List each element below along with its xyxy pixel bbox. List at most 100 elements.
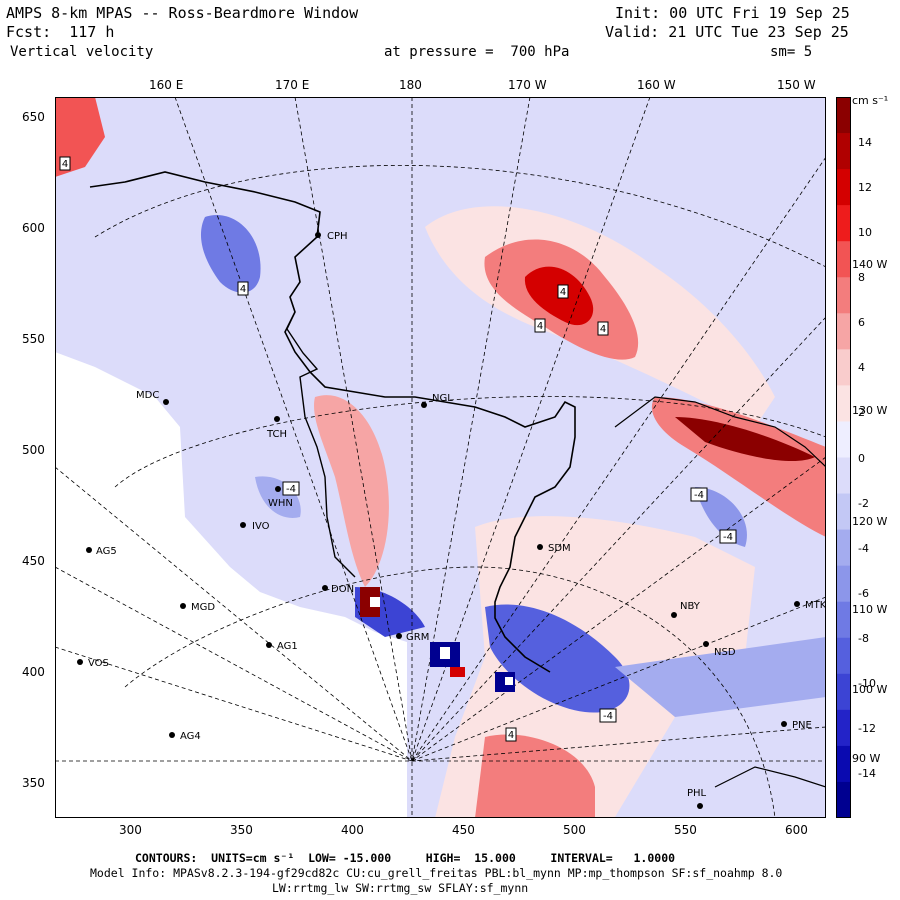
station-marker: PNE — [781, 720, 812, 731]
smoothing-label: sm= 5 — [770, 44, 813, 60]
station-marker: GRM — [396, 632, 429, 643]
top-label: 160 W — [637, 78, 676, 92]
map-title: AMPS 8-km MPAS -- Ross-Beardmore Window — [6, 4, 359, 22]
contour-label: -4 — [603, 711, 613, 722]
pressure-level: at pressure = 700 hPa — [384, 44, 570, 60]
contour-label: 4 — [560, 287, 566, 298]
left-tick-label: 600 — [22, 221, 45, 235]
top-label: 170 W — [508, 78, 547, 92]
colorbar-swatch — [836, 313, 851, 350]
colorbar-tick-label: -8 — [858, 631, 869, 645]
colorbar-swatch — [836, 97, 851, 134]
positive-area — [314, 395, 389, 587]
station-marker: VOS — [77, 658, 109, 669]
station-label: IVO — [252, 521, 270, 532]
station-marker: PHL — [687, 788, 707, 809]
station-label: NGL — [432, 393, 453, 404]
terrain-noise — [360, 587, 515, 692]
graticule — [55, 97, 826, 818]
station-label: PNE — [792, 720, 812, 731]
station-label: MDC — [136, 390, 159, 401]
bottom-tick-label: 400 — [341, 823, 364, 837]
station-label: AG1 — [277, 641, 298, 652]
station-marker: AG4 — [169, 731, 201, 742]
station-marker: NSD — [703, 641, 736, 658]
colorbar-tick-label: 0 — [858, 451, 865, 465]
station-marker: MGD — [180, 602, 215, 613]
station-label: CPH — [327, 231, 348, 242]
top-label: 170 E — [275, 78, 310, 92]
right-meridian-label: 100 W — [852, 683, 888, 696]
colorbar-tick-label: -6 — [858, 586, 869, 600]
colorbar-swatch — [836, 133, 851, 170]
contour-label: 4 — [508, 730, 514, 741]
colorbar-tick-label: -12 — [858, 721, 876, 735]
variable-name: Vertical velocity — [10, 44, 154, 60]
left-tick-label: 650 — [22, 110, 45, 124]
station-label: NSD — [714, 647, 736, 658]
colorbar-tick-label: -14 — [858, 767, 876, 780]
station-label: NBY — [680, 601, 701, 612]
contour-label: 4 — [62, 159, 68, 170]
colorbar-tick-label: -2 — [858, 496, 869, 510]
contour-label: -4 — [723, 532, 733, 543]
station-marker: WHN — [268, 486, 293, 509]
positive-area — [675, 417, 815, 462]
colorbar-tick-label: 6 — [858, 316, 865, 330]
contour-label-box: 4 — [597, 321, 609, 336]
station-label: TCH — [266, 429, 287, 440]
station-label: VOS — [88, 658, 109, 669]
contour-label-box: 4 — [534, 318, 546, 333]
colorbar-swatch — [836, 349, 851, 386]
station-label: MTK — [805, 600, 826, 611]
station-marker: MDC — [136, 390, 169, 405]
colorbar-swatch — [836, 277, 851, 314]
colorbar-tick-label: 4 — [858, 361, 865, 375]
coastline — [714, 766, 826, 788]
contour-label-box: 4 — [59, 156, 71, 171]
station-label: AG4 — [180, 731, 201, 742]
negative-area — [615, 637, 826, 717]
positive-area — [475, 734, 595, 818]
negative-area — [200, 215, 261, 293]
colorbar-tick-label: 8 — [858, 271, 865, 285]
model-info: Model Info: MPASv8.2.3-194-gf29cd82c CU:… — [90, 866, 783, 880]
top-label: 180 — [399, 78, 422, 92]
init-time: Init: 00 UTC Fri 19 Sep 25 — [615, 4, 850, 22]
colorbar-swatch — [836, 169, 851, 206]
station-marker: SDM — [537, 543, 571, 554]
top-label: 150 W — [777, 78, 816, 92]
contour-label: 4 — [600, 324, 606, 335]
masked-region — [55, 352, 407, 818]
contour-label-box: 4 — [237, 281, 249, 296]
colorbar-swatch — [836, 637, 851, 675]
contour-label: -4 — [286, 484, 296, 495]
colorbar-swatch — [836, 709, 851, 747]
station-marker: AG1 — [266, 641, 298, 652]
station-marker: IVO — [240, 521, 270, 532]
colorbar-swatch — [836, 745, 851, 783]
contour-label-box: 4 — [505, 727, 517, 742]
contour-label-box: -4 — [282, 481, 300, 496]
colorbar-swatch — [836, 781, 851, 818]
colorbar-swatch — [836, 565, 851, 603]
station-marker: CPH — [315, 231, 348, 242]
station-label: PHL — [687, 788, 707, 799]
contour-label-box: -4 — [599, 708, 617, 723]
station-marker: TCH — [266, 416, 287, 440]
map-frame — [55, 97, 826, 818]
stations: CPH MDC NGL TCH WHN IVO AG5 SDM MGD AG1 … — [77, 231, 826, 809]
negative-area — [485, 604, 630, 713]
contour-labels: 4 4 4 4 4 -4 -4 -4 -4 4 — [59, 156, 737, 742]
colorbar — [836, 97, 851, 818]
contour-label: -4 — [694, 490, 704, 501]
bottom-tick-label: 300 — [119, 823, 142, 837]
colorbar-swatch — [836, 205, 851, 242]
contour-label: 4 — [537, 321, 543, 332]
station-label: DON — [331, 584, 354, 595]
left-tick-label: 450 — [22, 554, 45, 568]
left-tick-label: 350 — [22, 776, 45, 790]
station-label: GRM — [406, 632, 429, 643]
colorbar-swatch — [836, 457, 851, 495]
colorbar-swatch — [836, 529, 851, 567]
